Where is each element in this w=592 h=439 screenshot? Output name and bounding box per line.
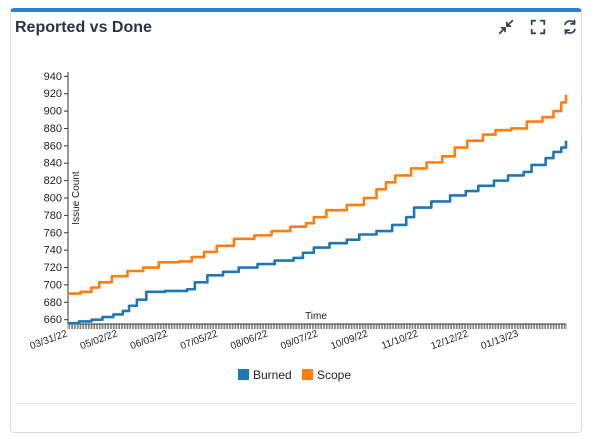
x-tick-label: 08/06/22 <box>229 328 270 352</box>
x-tick-label: 12/12/22 <box>430 328 471 352</box>
chart-legend: Burned Scope <box>238 368 351 382</box>
y-tick-label: 660 <box>44 314 62 326</box>
y-tick-label: 920 <box>44 88 62 100</box>
x-tick-label: 07/05/22 <box>179 328 220 352</box>
refresh-icon[interactable] <box>560 17 580 37</box>
series-line-scope[interactable] <box>68 94 568 295</box>
legend-swatch-scope[interactable] <box>302 369 313 380</box>
collapse-icon[interactable] <box>496 17 516 37</box>
y-tick-label: 760 <box>44 227 62 239</box>
x-axis-label: Time <box>305 311 327 322</box>
series-line-burned[interactable] <box>68 140 568 325</box>
reported-vs-done-widget <box>10 8 582 433</box>
x-tick-label: 11/10/22 <box>380 328 420 352</box>
x-tick-label: 09/07/22 <box>279 328 320 352</box>
legend-label-scope[interactable]: Scope <box>317 368 351 382</box>
y-tick-label: 720 <box>44 262 62 274</box>
y-tick-label: 740 <box>44 245 62 257</box>
x-tick-label: 03/31/22 <box>29 328 70 352</box>
x-tick-label: 05/02/22 <box>79 328 120 352</box>
widget-footer-divider <box>16 403 576 404</box>
fullscreen-icon[interactable] <box>528 17 548 37</box>
legend-label-burned[interactable]: Burned <box>253 368 292 382</box>
widget-toolbar <box>496 17 580 37</box>
y-tick-label: 900 <box>44 106 62 118</box>
y-tick-label: 860 <box>44 140 62 152</box>
x-axis-day-ticks <box>67 324 567 329</box>
x-tick-label: 01/13/23 <box>480 328 521 352</box>
y-tick-label: 880 <box>44 123 62 135</box>
y-tick-label: 680 <box>44 297 62 309</box>
y-tick-label: 700 <box>44 279 62 291</box>
x-tick-label: 06/03/22 <box>129 328 170 352</box>
y-tick-label: 940 <box>44 71 62 83</box>
y-tick-label: 820 <box>44 175 62 187</box>
legend-swatch-burned[interactable] <box>238 369 249 380</box>
y-tick-label: 840 <box>44 158 62 170</box>
y-tick-label: 780 <box>44 210 62 222</box>
y-axis-label: Issue Count <box>71 171 82 225</box>
x-tick-label: 10/09/22 <box>329 328 370 352</box>
widget-title: Reported vs Done <box>15 19 152 36</box>
y-tick-label: 800 <box>44 193 62 205</box>
